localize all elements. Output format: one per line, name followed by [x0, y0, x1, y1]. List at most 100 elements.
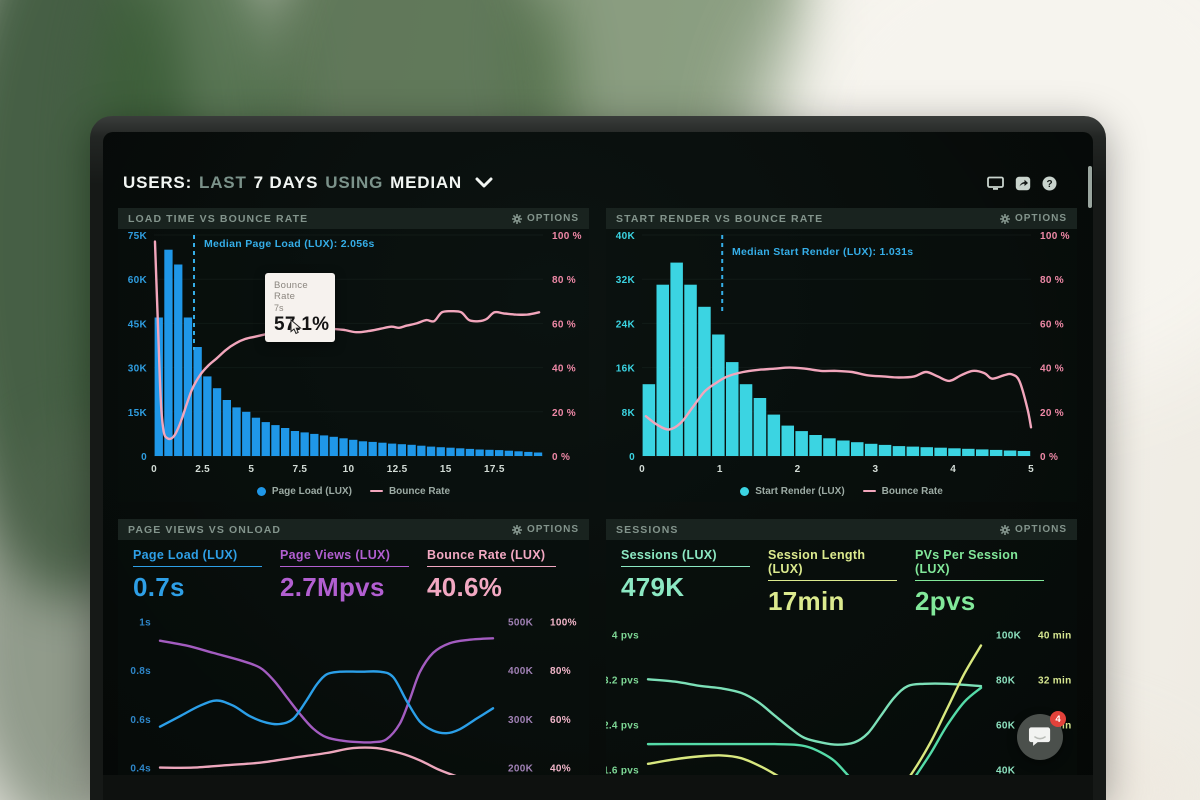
gear-icon	[999, 213, 1010, 224]
options-label: OPTIONS	[1014, 524, 1067, 535]
svg-text:100K: 100K	[996, 630, 1022, 641]
metric-label: Page Views (LUX)	[280, 548, 410, 567]
svg-text:40 %: 40 %	[1040, 364, 1064, 375]
options-button[interactable]: OPTIONS	[511, 213, 579, 224]
gear-icon	[999, 524, 1010, 535]
svg-text:100 %: 100 %	[1040, 231, 1070, 242]
svg-text:40 %: 40 %	[552, 364, 576, 375]
display-icon[interactable]	[987, 176, 1004, 191]
dashboard-screen: USERS: LAST 7 DAYS USING MEDIAN ?	[103, 132, 1093, 800]
gear-icon	[511, 213, 522, 224]
chat-bubble-icon	[1028, 727, 1051, 746]
panel-grid: LOAD TIME VS BOUNCE RATE OPTIONS 75K 100 …	[118, 208, 1077, 800]
start-render-chart[interactable]: 40K 100 % 32K 80 % 24K 60 % 16K 40 % 8K 20 % 0 0 % 0…	[606, 229, 1077, 480]
legend-label: Bounce Rate	[881, 485, 943, 497]
metric-value: 0.7s	[133, 572, 185, 602]
metric-value: 2pvs	[915, 586, 976, 616]
svg-text:60 %: 60 %	[552, 319, 576, 330]
svg-text:8K: 8K	[622, 408, 636, 419]
options-label: OPTIONS	[1014, 213, 1067, 224]
svg-text:0: 0	[141, 452, 147, 463]
panel-sessions: SESSIONS OPTIONS Sessions (LUX) 479K Ses…	[606, 519, 1077, 800]
metric-label: Page Load (LUX)	[133, 548, 263, 567]
svg-text:1: 1	[717, 464, 723, 475]
tooltip-x-value: 7s	[274, 303, 284, 313]
svg-text:32K: 32K	[616, 275, 636, 286]
notification-badge: 4	[1050, 711, 1066, 727]
panel-title: PAGE VIEWS VS ONLOAD	[128, 523, 282, 536]
svg-text:5: 5	[1028, 464, 1034, 475]
metric-sessions: Sessions (LUX) 479K	[621, 548, 768, 617]
svg-text:60K: 60K	[128, 275, 148, 286]
legend-dot-page-load	[256, 486, 266, 496]
svg-text:10: 10	[343, 464, 355, 475]
panel-header: PAGE VIEWS VS ONLOAD OPTIONS	[118, 519, 589, 540]
legend-label: Start Render (LUX)	[755, 485, 845, 497]
panel-title: START RENDER VS BOUNCE RATE	[616, 212, 824, 225]
tooltip-value: 57.1%	[274, 314, 330, 335]
scrollbar-thumb[interactable]	[1088, 166, 1092, 208]
panel-header: SESSIONS OPTIONS	[606, 519, 1077, 540]
laptop: USERS: LAST 7 DAYS USING MEDIAN ?	[90, 116, 1106, 800]
svg-text:32 min: 32 min	[1038, 675, 1071, 686]
svg-text:40K: 40K	[996, 766, 1016, 777]
svg-text:60K: 60K	[996, 720, 1016, 731]
panel-load-time-vs-bounce-rate: LOAD TIME VS BOUNCE RATE OPTIONS 75K 10 0 …	[118, 208, 589, 502]
svg-text:15: 15	[440, 464, 452, 475]
laptop-bottom-bezel	[103, 775, 1093, 800]
svg-text:60%: 60%	[550, 715, 571, 726]
options-button[interactable]: OPTIONS	[999, 213, 1067, 224]
svg-text:60 %: 60 %	[1040, 319, 1064, 330]
svg-text:2.4 pvs: 2.4 pvs	[606, 720, 639, 731]
metric-label: Sessions (LUX)	[621, 548, 751, 567]
panel-title: LOAD TIME VS BOUNCE RATE	[128, 212, 309, 225]
svg-text:20 %: 20 %	[1040, 408, 1064, 419]
svg-text:80 %: 80 %	[552, 275, 576, 286]
svg-text:45K: 45K	[128, 319, 148, 330]
sessions-chart[interactable]: 4 pvs 100K 40 min 3.2 pvs 80K 32 min 2.4 pvs 60…	[606, 617, 1077, 800]
svg-text:80%: 80%	[550, 666, 571, 677]
metric-page-load: Page Load (LUX) 0.7s	[133, 548, 280, 603]
legend-dot-start-render	[740, 486, 750, 496]
legend-label: Bounce Rate	[388, 485, 451, 497]
page-views-onload-chart[interactable]: 1s 500K 100% 0.8s 400K 80% 0.6s 300K 60% 0.4s 200K…	[118, 603, 589, 800]
panel-page-views-vs-onload: PAGE VIEWS VS ONLOAD OPTIONS Page Load (…	[118, 519, 589, 800]
svg-text:100%: 100%	[550, 617, 577, 628]
svg-text:30K: 30K	[128, 364, 148, 375]
metrics-row: Sessions (LUX) 479K Session Length (LUX)…	[606, 540, 1077, 617]
panel-header: START RENDER VS BOUNCE RATE OPTIONS	[606, 208, 1077, 229]
svg-text:80K: 80K	[996, 675, 1016, 686]
svg-text:4: 4	[950, 464, 956, 475]
metric-label: Session Length (LUX)	[768, 548, 898, 581]
svg-text:7.5: 7.5	[292, 464, 307, 475]
svg-text:75K: 75K	[128, 231, 148, 242]
options-button[interactable]: OPTIONS	[999, 524, 1067, 535]
help-icon[interactable]: ?	[1042, 176, 1057, 191]
panel-title: SESSIONS	[616, 523, 679, 536]
gear-icon	[511, 524, 522, 535]
svg-text:300K: 300K	[508, 715, 534, 726]
page-title-dropdown[interactable]: USERS: LAST 7 DAYS USING MEDIAN	[123, 173, 493, 193]
options-label: OPTIONS	[526, 524, 579, 535]
svg-text:3.2 pvs: 3.2 pvs	[606, 675, 639, 686]
metric-session-length: Session Length (LUX) 17min	[768, 548, 915, 617]
svg-text:24K: 24K	[616, 319, 636, 330]
svg-text:20 %: 20 %	[552, 408, 576, 419]
title-median: MEDIAN	[390, 173, 462, 192]
chart-legend: Page Load (LUX) Bounce Rate	[118, 480, 589, 502]
svg-text:0 %: 0 %	[552, 452, 570, 463]
legend-dash-bounce-rate	[862, 489, 876, 493]
svg-text:40K: 40K	[616, 231, 636, 242]
chart-tooltip: Bounce Rate 7s 57.1%	[265, 273, 335, 342]
metric-value: 2.7Mpvs	[280, 572, 385, 602]
svg-text:0.6s: 0.6s	[130, 715, 151, 726]
title-7days: 7 DAYS	[253, 173, 319, 192]
chat-widget-button[interactable]: 4	[1017, 711, 1066, 760]
chevron-down-icon[interactable]	[475, 177, 493, 189]
share-icon[interactable]	[1015, 176, 1031, 191]
svg-text:1.6 pvs: 1.6 pvs	[606, 766, 639, 777]
svg-text:?: ?	[1046, 179, 1052, 190]
load-time-chart[interactable]: 75K 100 % 60K 80 % 45K 60 % 30K 40 % 15K 20 % 0 0 %…	[118, 229, 589, 480]
options-button[interactable]: OPTIONS	[511, 524, 579, 535]
svg-text:400K: 400K	[508, 666, 534, 677]
